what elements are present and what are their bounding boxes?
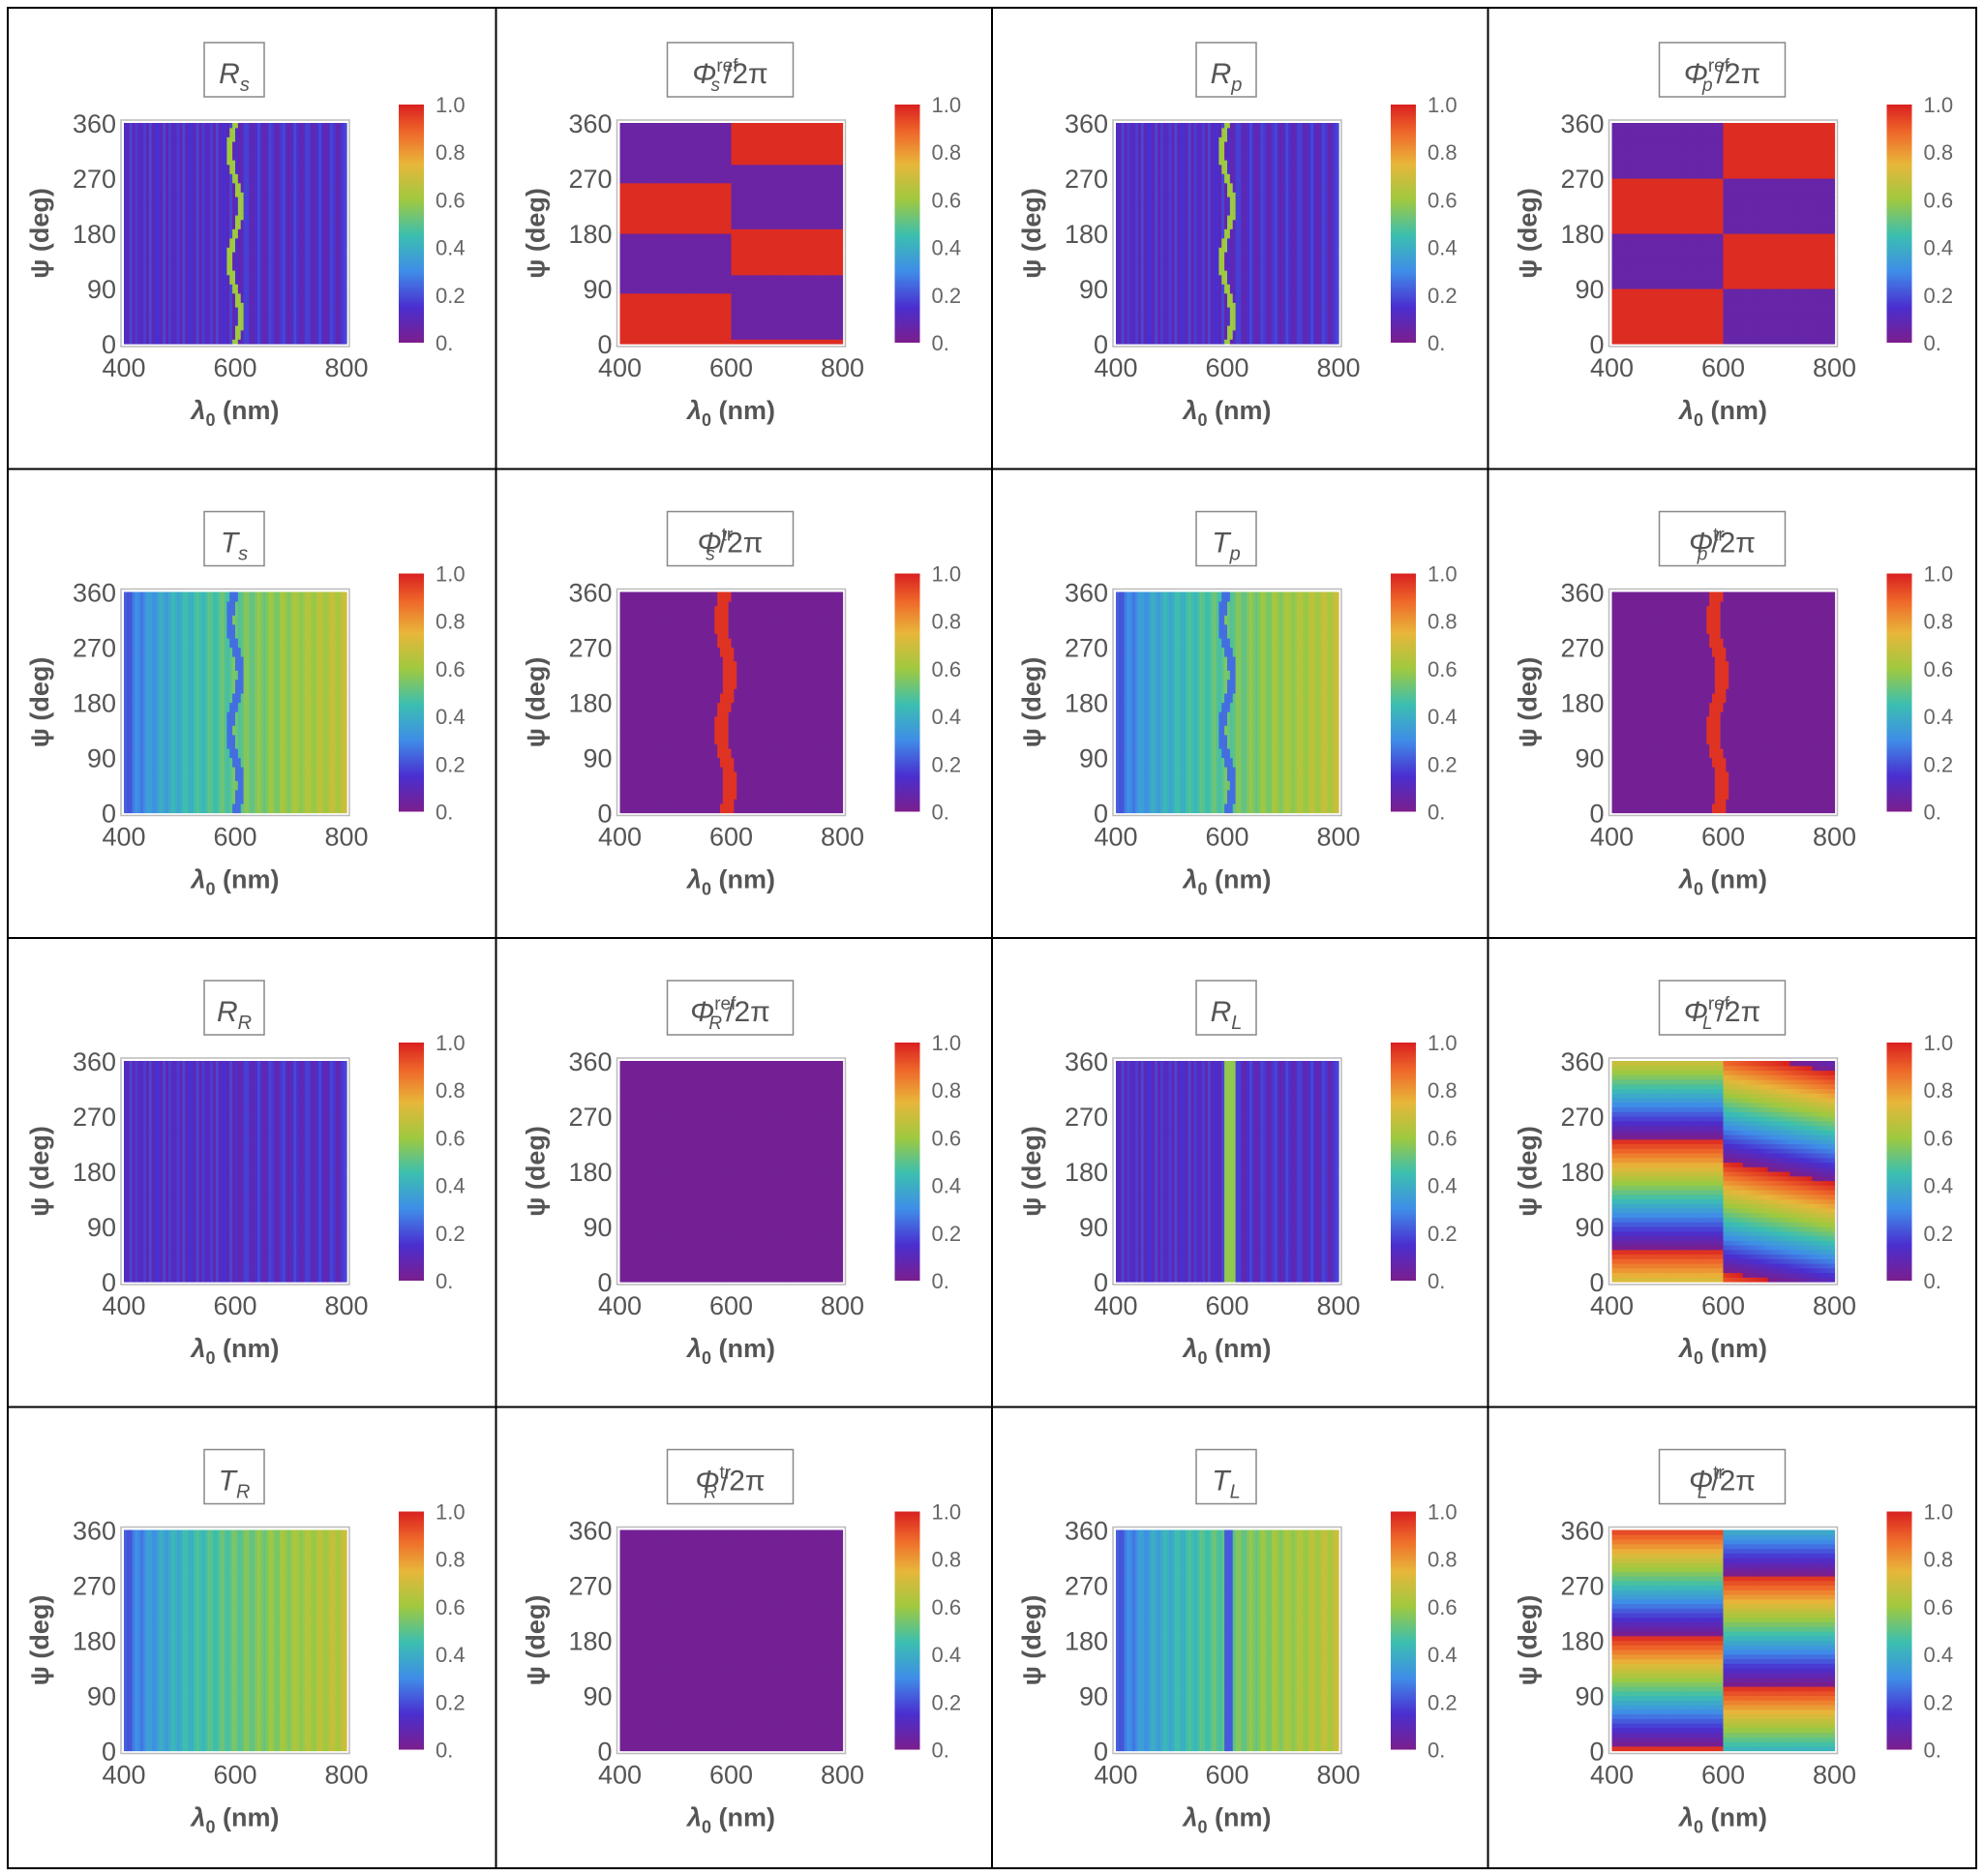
- heatmap-cells: [124, 123, 347, 345]
- figure-grid: Rs090180270360400 600 800λ0 (nm)ψ (deg)0.0…: [0, 0, 1984, 1876]
- panel-title-sub: s: [240, 75, 250, 96]
- panel-title-main: R: [219, 58, 240, 90]
